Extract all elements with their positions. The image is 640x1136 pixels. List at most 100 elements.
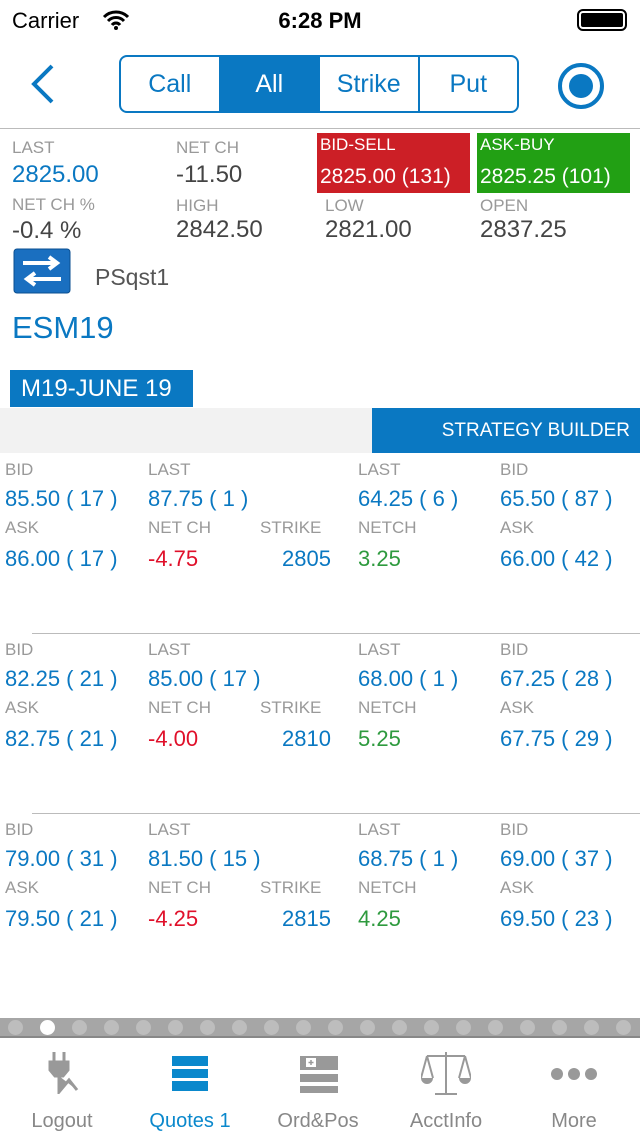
expiry-selector[interactable]: M19-JUNE 19 [10, 370, 193, 407]
put-netch[interactable]: 5.25 [358, 726, 401, 751]
ask-buy-button[interactable]: ASK-BUY 2825.25 (101) [477, 133, 630, 193]
high-label: HIGH [176, 196, 219, 215]
segment-all[interactable]: All [220, 57, 320, 111]
battery-icon [577, 9, 627, 31]
call-ask[interactable]: 82.75 ( 21 ) [5, 726, 118, 751]
put-bid[interactable]: 65.50 ( 87 ) [500, 486, 613, 511]
record-icon[interactable] [556, 61, 606, 111]
put-netch[interactable]: 4.25 [358, 906, 401, 931]
page-dot[interactable] [520, 1020, 535, 1035]
open-label: OPEN [480, 196, 529, 215]
put-last[interactable]: 68.75 ( 1 ) [358, 846, 459, 871]
page-dot[interactable] [616, 1020, 631, 1035]
ask-label: ASK [5, 518, 40, 537]
tab-label: AcctInfo [409, 1110, 483, 1132]
bid-label: BID [500, 640, 529, 659]
bid-label: BID [5, 640, 34, 659]
page-dot[interactable] [360, 1020, 375, 1035]
ask-label: ASK [5, 878, 40, 897]
bid-label: BID [5, 460, 34, 479]
call-ask[interactable]: 86.00 ( 17 ) [5, 546, 118, 571]
back-button[interactable] [28, 62, 58, 106]
page-indicator[interactable] [0, 1018, 640, 1038]
call-last[interactable]: 81.50 ( 15 ) [148, 846, 261, 871]
page-dot[interactable] [456, 1020, 471, 1035]
put-bid[interactable]: 69.00 ( 37 ) [500, 846, 613, 871]
call-last[interactable]: 87.75 ( 1 ) [148, 486, 249, 511]
tab-more[interactable]: More [510, 1040, 638, 1132]
netch-label: NET CH [148, 518, 211, 537]
page-dot[interactable] [168, 1020, 183, 1035]
call-netch[interactable]: -4.00 [148, 726, 199, 751]
row-divider [32, 813, 640, 814]
call-bid[interactable]: 85.50 ( 17 ) [5, 486, 118, 511]
tab-ord-pos[interactable]: Ord&Pos [254, 1040, 382, 1132]
wifi-icon [102, 10, 130, 30]
page-dot[interactable] [328, 1020, 343, 1035]
page-dot[interactable] [232, 1020, 247, 1035]
ask-label: ASK [500, 518, 535, 537]
page-dot[interactable] [200, 1020, 215, 1035]
call-bid[interactable]: 79.00 ( 31 ) [5, 846, 118, 871]
page-dot[interactable] [72, 1020, 87, 1035]
page-dot[interactable] [552, 1020, 567, 1035]
plug-icon [0, 1050, 126, 1100]
last-label: LAST [358, 640, 401, 659]
list-icon [126, 1050, 254, 1100]
page-dot[interactable] [296, 1020, 311, 1035]
account-name: PSqst1 [95, 264, 170, 290]
put-last[interactable]: 68.00 ( 1 ) [358, 666, 459, 691]
netch-label: NET CH [176, 138, 239, 157]
strike-value: 2805 [282, 546, 331, 571]
row-divider [32, 633, 640, 634]
put-ask[interactable]: 69.50 ( 23 ) [500, 906, 613, 931]
call-bid[interactable]: 82.25 ( 21 ) [5, 666, 118, 691]
open-value: 2837.25 [480, 216, 567, 243]
call-ask[interactable]: 79.50 ( 21 ) [5, 906, 118, 931]
page-dot[interactable] [264, 1020, 279, 1035]
call-netch[interactable]: -4.25 [148, 906, 199, 931]
tab-acctinfo[interactable]: AcctInfo [382, 1040, 510, 1132]
strike-value: 2815 [282, 906, 331, 931]
netch_put-label: NETCH [358, 698, 417, 717]
page-dot[interactable] [136, 1020, 151, 1035]
page-dot[interactable] [40, 1020, 55, 1035]
netch_put-label: NETCH [358, 518, 417, 537]
page-dot[interactable] [104, 1020, 119, 1035]
put-ask[interactable]: 67.75 ( 29 ) [500, 726, 613, 751]
bid-label: BID [500, 460, 529, 479]
put-netch[interactable]: 3.25 [358, 546, 401, 571]
netch-label: NET CH [148, 878, 211, 897]
put-last[interactable]: 64.25 ( 6 ) [358, 486, 459, 511]
segment-strike[interactable]: Strike [320, 57, 420, 111]
segment-control: Call All Strike Put [119, 55, 519, 113]
last-value: 2825.00 [12, 161, 99, 188]
page-dot[interactable] [392, 1020, 407, 1035]
strike-value: 2810 [282, 726, 331, 751]
put-bid[interactable]: 67.25 ( 28 ) [500, 666, 613, 691]
segment-put[interactable]: Put [449, 69, 488, 98]
call-netch[interactable]: -4.75 [148, 546, 199, 571]
page-dot[interactable] [584, 1020, 599, 1035]
segment-call[interactable]: Call [121, 57, 221, 111]
call-last[interactable]: 85.00 ( 17 ) [148, 666, 261, 691]
ask-buy-value: 2825.25 (101) [480, 165, 611, 188]
low-value: 2821.00 [325, 216, 412, 243]
put-ask[interactable]: 66.00 ( 42 ) [500, 546, 613, 571]
strike-label: STRIKE [260, 698, 322, 717]
tab-quotes-1[interactable]: Quotes 1 [126, 1040, 254, 1132]
clock: 6:28 PM [278, 8, 362, 33]
strike-label: STRIKE [260, 518, 322, 537]
swap-icon[interactable] [13, 248, 71, 294]
last-label: LAST [148, 460, 191, 479]
page-dot[interactable] [8, 1020, 23, 1035]
tab-logout[interactable]: Logout [0, 1040, 126, 1132]
page-dot[interactable] [424, 1020, 439, 1035]
ask-label: ASK [5, 698, 40, 717]
page-dot[interactable] [488, 1020, 503, 1035]
netch-label: NET CH [148, 698, 211, 717]
bid-sell-button[interactable]: BID-SELL 2825.00 (131) [317, 133, 470, 193]
ask-buy-label: ASK-BUY [480, 135, 555, 154]
strategy-builder-button[interactable]: STRATEGY BUILDER [372, 408, 640, 453]
last-label: LAST [358, 820, 401, 839]
